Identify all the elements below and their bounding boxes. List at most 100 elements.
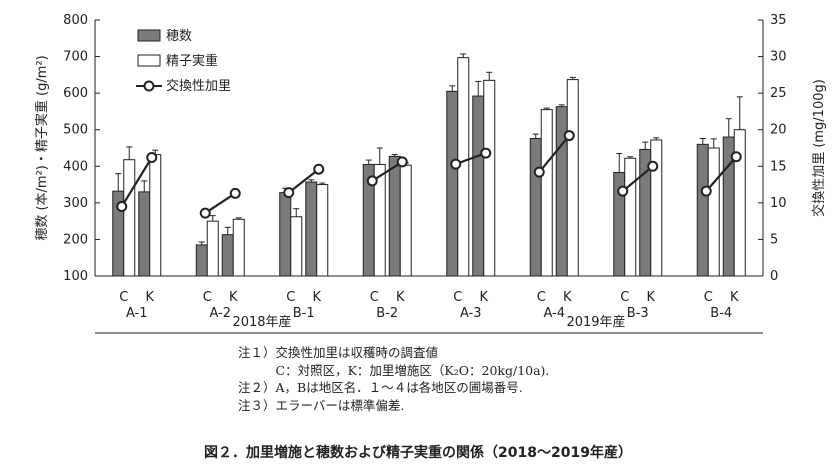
site-label-A-1: A-1 <box>126 306 148 321</box>
k-marker-B-1-C <box>283 187 295 199</box>
panicle-bar-B-1-C <box>279 192 292 277</box>
k-marker-A-2-C <box>199 207 211 219</box>
treatment-label: C <box>537 290 546 305</box>
treatment-label: K <box>646 290 655 305</box>
k-marker-B-2-C <box>366 175 378 187</box>
treatment-label: C <box>704 290 713 305</box>
treatment-label: K <box>563 290 572 305</box>
grain-bar-B-3-K <box>650 139 663 277</box>
site-label-B-4: B-4 <box>710 306 732 321</box>
treatment-label: C <box>203 290 212 305</box>
treatment-label: K <box>312 290 321 305</box>
note-3: 注３）エラーバーは標準偏差. <box>238 397 405 413</box>
right-tick-label: 20 <box>770 123 787 138</box>
grain-bar-A-2-C <box>206 220 219 277</box>
k-marker-B-1-K <box>313 163 325 175</box>
right-tick-label: 0 <box>770 269 778 284</box>
right-tick-label: 25 <box>770 86 787 101</box>
chart: 100 200 300 400 500 600 700 800 0 5 10 15 20 25 30 35 穂数… <box>34 13 827 334</box>
treatment-label: C <box>119 290 128 305</box>
panicle-bar-A-3-C <box>446 90 459 277</box>
k-marker-B-4-C <box>700 185 712 197</box>
site-label-A-3: A-3 <box>460 306 482 321</box>
grain-bar-A-1-C <box>123 159 136 277</box>
k-line-B-4 <box>705 156 738 192</box>
left-tick-label: 400 <box>63 159 88 174</box>
site-label-B-3: B-3 <box>627 306 649 321</box>
figure-caption: 図２．加里増施と穂数および精子実重の関係（2018～2019年産） <box>204 445 632 461</box>
k-marker-A-2-K <box>229 187 241 199</box>
grain-bar-A-1-K <box>149 154 162 277</box>
left-tick-label: 100 <box>63 269 88 284</box>
legend-marker-k <box>143 80 155 92</box>
panicle-bar-B-2-K <box>388 155 401 277</box>
treatment-label: K <box>145 290 154 305</box>
grain-bar-A-4-C <box>540 109 553 277</box>
k-marker-A-1-C <box>116 201 128 213</box>
left-tick-label: 600 <box>63 86 88 101</box>
panicle-bar-B-4-C <box>696 143 709 277</box>
note-2: 注２）A，Bは地区名．１～４は各地区の圃場番号. <box>238 380 523 395</box>
k-marker-B-2-K <box>396 156 408 168</box>
grain-bar-B-1-C <box>290 216 303 277</box>
treatment-label: C <box>370 290 379 305</box>
left-tick-label: 800 <box>63 13 88 28</box>
k-line-B-1 <box>288 168 320 194</box>
k-marker-B-3-C <box>617 185 629 197</box>
k-line-B-2 <box>371 160 403 182</box>
right-axis-label: 交換性加里 (mg/100g) <box>811 79 827 217</box>
panicle-bar-A-3-K <box>472 95 485 277</box>
site-label-A-2: A-2 <box>209 306 231 321</box>
legend-label-grain: 精子実重 <box>166 53 218 69</box>
note-1-detail: C：対照区，K：加里増施区（K₂O：20kg/10a). <box>238 362 550 378</box>
k-marker-A-4-K <box>563 130 575 142</box>
k-marker-B-3-K <box>647 160 659 172</box>
panicle-bar-A-1-K <box>138 191 151 277</box>
left-tick-label: 500 <box>63 123 88 138</box>
grain-bar-B-4-C <box>707 147 720 277</box>
legend-swatch-panicles <box>137 29 161 42</box>
k-line-A-2 <box>204 192 236 215</box>
panicle-bar-A-2-C <box>195 244 208 277</box>
legend-label-panicles: 穂数 <box>166 29 192 44</box>
treatment-label: K <box>396 290 405 305</box>
right-tick-label: 30 <box>770 50 787 65</box>
chart-notes: 注１）交換性加里は収穫時の調査値 C：対照区，K：加里増施区（K₂O：20kg/… <box>238 344 549 414</box>
treatment-label: C <box>286 290 295 305</box>
year-label-2018: 2018年産 <box>232 314 291 330</box>
k-marker-B-4-K <box>730 151 742 163</box>
right-tick-label: 5 <box>770 232 778 247</box>
note-1: 注１）交換性加里は収穫時の調査値 <box>238 345 439 360</box>
right-tick-label: 15 <box>770 159 787 174</box>
left-axis-label: 穂数 (本/m²)・精子実重 (g/m²) <box>34 55 50 240</box>
panicle-bar-B-1-K <box>305 181 318 277</box>
treatment-label: C <box>620 290 629 305</box>
grain-bar-A-2-K <box>232 218 245 277</box>
legend-label-k: 交換性加里 <box>166 78 231 94</box>
left-tick-label: 200 <box>63 232 88 247</box>
site-label-B-1: B-1 <box>293 306 315 321</box>
k-marker-A-4-C <box>533 166 545 178</box>
grain-bar-A-4-K <box>566 79 579 277</box>
grain-bar-B-1-K <box>316 184 329 277</box>
k-line-B-3 <box>622 165 654 193</box>
year-label-2019: 2019年産 <box>566 314 625 330</box>
panicle-bar-A-2-K <box>221 234 234 277</box>
legend-swatch-grain <box>137 54 161 67</box>
panicle-bar-A-4-C <box>529 137 542 277</box>
k-marker-A-1-K <box>146 152 158 164</box>
left-tick-label: 700 <box>63 50 88 65</box>
treatment-label: K <box>479 290 488 305</box>
treatment-label: K <box>229 290 238 305</box>
site-label-B-2: B-2 <box>376 306 398 321</box>
k-line-A-4 <box>538 134 571 173</box>
grain-bar-B-2-K <box>399 164 412 277</box>
right-tick-label: 10 <box>770 196 787 211</box>
grain-bar-B-3-C <box>624 157 637 277</box>
treatment-label: K <box>730 290 739 305</box>
grain-bar-A-3-K <box>483 79 496 277</box>
site-label-A-4: A-4 <box>543 306 565 321</box>
k-marker-A-3-K <box>480 147 492 159</box>
right-tick-label: 35 <box>770 13 787 28</box>
k-line-A-1 <box>120 156 153 208</box>
